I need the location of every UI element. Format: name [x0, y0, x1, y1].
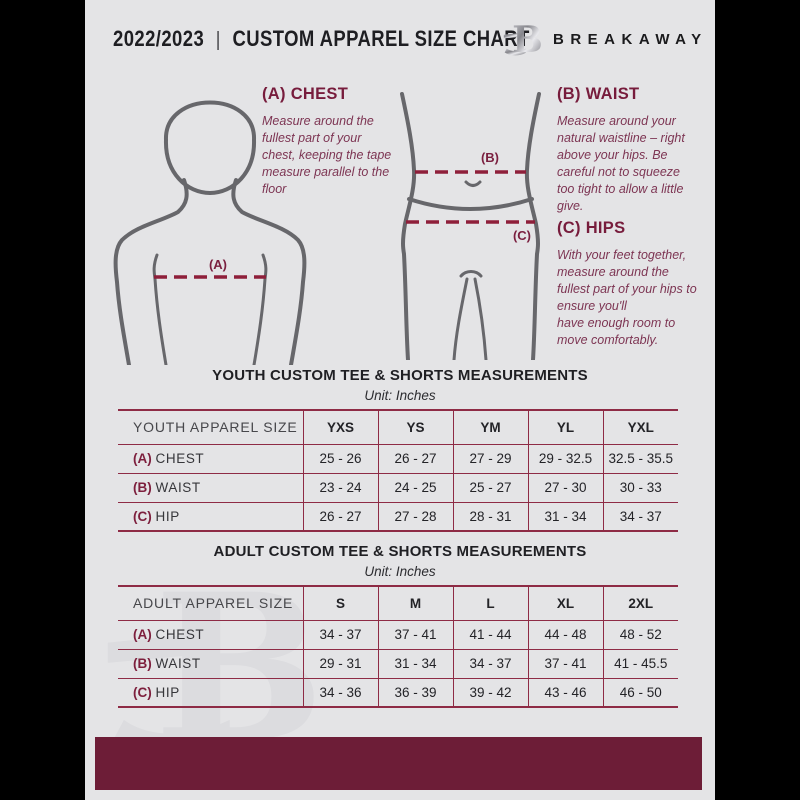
value-cell: 23 - 24: [302, 473, 378, 502]
hips-heading: (C) HIPS: [557, 219, 626, 237]
value-cell: 34 - 36: [302, 678, 378, 707]
value-cell: 32.5 - 35.5: [602, 444, 678, 473]
row-name: CHEST: [155, 627, 205, 642]
youth-table-subtitle: Unit: Inches: [364, 388, 436, 403]
size-chart-page: 2022/2023 | CUSTOM APPAREL SIZE CHART B …: [85, 0, 715, 800]
row-prefix: (C): [133, 684, 152, 700]
table-header-row: YOUTH APPAREL SIZE YXS YS YM YL YXL: [118, 410, 678, 444]
size-header: YS: [377, 410, 453, 444]
value-cell: 43 - 46: [527, 678, 603, 707]
row-name: HIP: [155, 684, 180, 700]
brand-name: BREAKAWAY: [553, 31, 708, 48]
value-cell: 44 - 48: [527, 620, 603, 649]
value-cell: 26 - 27: [302, 502, 378, 531]
svg-text:B: B: [512, 18, 541, 60]
breakaway-logo-icon: B: [503, 18, 541, 60]
hips-description: With your feet together, measure around …: [557, 248, 697, 347]
value-cell: 31 - 34: [377, 649, 453, 678]
table-row: (A) CHEST 34 - 37 37 - 41 41 - 44 44 - 4…: [118, 620, 678, 649]
size-header: YM: [452, 410, 528, 444]
row-name: WAIST: [155, 656, 201, 671]
table-header-row: ADULT APPAREL SIZE S M L XL 2XL: [118, 586, 678, 620]
table-row: (A) CHEST 25 - 26 26 - 27 27 - 29 29 - 3…: [118, 444, 678, 473]
value-cell: 26 - 27: [377, 444, 453, 473]
title-separator: |: [215, 29, 221, 51]
value-cell: 28 - 31: [452, 502, 528, 531]
chest-heading: (A) CHEST: [262, 85, 349, 103]
value-cell: 30 - 33: [602, 473, 678, 502]
value-cell: 24 - 25: [377, 473, 453, 502]
waist-measure-label: (B): [481, 150, 499, 165]
waist-section: (B) WAIST Measure around your natural wa…: [557, 85, 695, 215]
chest-section: (A) CHEST Measure around the fullest par…: [262, 85, 392, 198]
page-title: 2022/2023 | CUSTOM APPAREL SIZE CHART: [113, 26, 530, 52]
value-cell: 48 - 52: [602, 620, 678, 649]
value-cell: 37 - 41: [527, 649, 603, 678]
value-cell: 41 - 45.5: [602, 649, 678, 678]
hips-section: (C) HIPS With your feet together, measur…: [557, 219, 699, 349]
row-prefix: (B): [133, 480, 152, 495]
table-row: (B) WAIST 23 - 24 24 - 25 25 - 27 27 - 3…: [118, 473, 678, 502]
value-cell: 29 - 32.5: [527, 444, 603, 473]
table-row: (C) HIP 26 - 27 27 - 28 28 - 31 31 - 34 …: [118, 502, 678, 531]
youth-table-title: YOUTH CUSTOM TEE & SHORTS MEASUREMENTS: [212, 367, 588, 384]
waist-description: Measure around your natural waistline – …: [557, 114, 685, 213]
row-prefix: (C): [133, 508, 152, 524]
value-cell: 34 - 37: [452, 649, 528, 678]
value-cell: 36 - 39: [377, 678, 453, 707]
value-cell: 27 - 28: [377, 502, 453, 531]
adult-size-table: ADULT APPAREL SIZE S M L XL 2XL (A) CHES…: [118, 585, 678, 708]
size-header: XL: [527, 586, 603, 620]
size-header: YXS: [302, 410, 378, 444]
size-header: L: [452, 586, 528, 620]
row-prefix: (B): [133, 656, 152, 671]
row-name: WAIST: [155, 480, 201, 495]
row-prefix: (A): [133, 627, 152, 642]
value-cell: 27 - 29: [452, 444, 528, 473]
chest-measure-label: (A): [209, 257, 227, 272]
value-cell: 29 - 31: [302, 649, 378, 678]
row-name: HIP: [155, 508, 180, 524]
size-label-header: ADULT APPAREL SIZE: [133, 595, 294, 612]
size-label-header: YOUTH APPAREL SIZE: [133, 419, 298, 436]
size-header: YL: [527, 410, 603, 444]
value-cell: 39 - 42: [452, 678, 528, 707]
value-cell: 25 - 27: [452, 473, 528, 502]
value-cell: 31 - 34: [527, 502, 603, 531]
chest-figure-diagram: (A): [113, 100, 307, 365]
value-cell: 27 - 30: [527, 473, 603, 502]
row-prefix: (A): [133, 451, 152, 466]
table-row: (C) HIP 34 - 36 36 - 39 39 - 42 43 - 46 …: [118, 678, 678, 707]
table-row: (B) WAIST 29 - 31 31 - 34 34 - 37 37 - 4…: [118, 649, 678, 678]
title-text: CUSTOM APPAREL SIZE CHART: [232, 26, 530, 51]
waist-heading: (B) WAIST: [557, 85, 640, 103]
size-header: 2XL: [602, 586, 678, 620]
row-name: CHEST: [155, 451, 205, 466]
hips-measure-label: (C): [513, 228, 531, 243]
size-header: M: [377, 586, 453, 620]
footer-bar: [95, 737, 702, 790]
value-cell: 34 - 37: [302, 620, 378, 649]
season-text: 2022/2023: [113, 26, 205, 51]
waist-hips-figure-diagram: (B) (C): [400, 92, 541, 360]
youth-size-table: YOUTH APPAREL SIZE YXS YS YM YL YXL (A) …: [118, 409, 678, 532]
value-cell: 37 - 41: [377, 620, 453, 649]
size-header: S: [302, 586, 378, 620]
value-cell: 34 - 37: [602, 502, 678, 531]
adult-table-subtitle: Unit: Inches: [364, 564, 436, 579]
adult-table-title: ADULT CUSTOM TEE & SHORTS MEASUREMENTS: [213, 543, 587, 560]
value-cell: 41 - 44: [452, 620, 528, 649]
size-header: YXL: [602, 410, 678, 444]
chest-description: Measure around the fullest part of your …: [262, 114, 392, 196]
value-cell: 25 - 26: [302, 444, 378, 473]
value-cell: 46 - 50: [602, 678, 678, 707]
